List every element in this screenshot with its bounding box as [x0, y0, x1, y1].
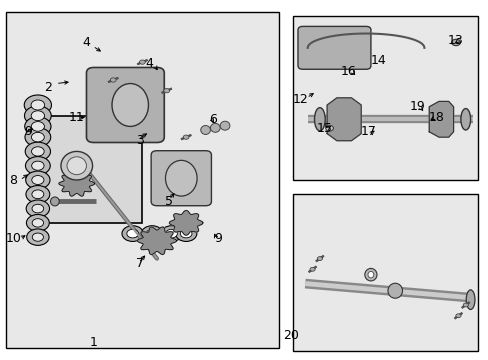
- Circle shape: [25, 128, 51, 147]
- Circle shape: [31, 147, 44, 156]
- Circle shape: [24, 106, 51, 126]
- Text: 2: 2: [43, 81, 51, 94]
- Ellipse shape: [325, 125, 333, 131]
- Circle shape: [26, 185, 50, 203]
- Circle shape: [25, 157, 50, 175]
- Circle shape: [165, 229, 177, 238]
- Text: 17: 17: [360, 125, 376, 138]
- Ellipse shape: [387, 283, 402, 298]
- Ellipse shape: [67, 157, 86, 175]
- Circle shape: [146, 229, 158, 238]
- Bar: [6, 12, 278, 348]
- Circle shape: [31, 122, 44, 131]
- Ellipse shape: [112, 84, 148, 126]
- Circle shape: [26, 200, 49, 217]
- Circle shape: [31, 100, 44, 110]
- Circle shape: [110, 78, 116, 82]
- Ellipse shape: [451, 39, 459, 46]
- Text: 9: 9: [213, 233, 221, 246]
- Circle shape: [163, 89, 169, 93]
- Circle shape: [26, 171, 50, 189]
- Circle shape: [32, 176, 44, 184]
- Circle shape: [32, 161, 44, 170]
- Ellipse shape: [314, 108, 325, 131]
- Text: 14: 14: [369, 54, 386, 67]
- Circle shape: [455, 314, 460, 318]
- Text: 12: 12: [292, 93, 307, 106]
- Circle shape: [27, 229, 49, 246]
- Bar: [292, 194, 477, 351]
- Circle shape: [462, 303, 468, 307]
- Circle shape: [25, 142, 50, 161]
- Bar: [40, 116, 142, 223]
- Text: 5: 5: [165, 195, 173, 208]
- Text: 8: 8: [10, 174, 18, 186]
- Polygon shape: [137, 227, 176, 255]
- Circle shape: [309, 267, 315, 271]
- Ellipse shape: [465, 290, 474, 310]
- Text: 19: 19: [408, 100, 424, 113]
- Text: 3: 3: [136, 134, 143, 147]
- Text: 9: 9: [24, 125, 32, 138]
- Circle shape: [32, 204, 43, 213]
- Circle shape: [317, 257, 322, 261]
- Text: 7: 7: [136, 257, 143, 270]
- Ellipse shape: [364, 269, 376, 281]
- Text: 10: 10: [5, 233, 21, 246]
- Text: 13: 13: [447, 34, 463, 47]
- Ellipse shape: [210, 123, 220, 132]
- Text: 15: 15: [316, 122, 332, 135]
- Circle shape: [26, 215, 49, 231]
- Circle shape: [32, 233, 43, 241]
- Circle shape: [25, 117, 51, 136]
- Text: 1: 1: [90, 336, 98, 349]
- FancyBboxPatch shape: [297, 26, 370, 69]
- Circle shape: [141, 226, 163, 242]
- Text: 18: 18: [428, 111, 444, 124]
- Bar: [292, 16, 477, 180]
- Text: 6: 6: [208, 113, 216, 126]
- Text: 4: 4: [145, 57, 153, 71]
- Circle shape: [32, 190, 44, 199]
- Circle shape: [24, 95, 51, 115]
- Circle shape: [161, 226, 182, 242]
- FancyBboxPatch shape: [151, 151, 211, 206]
- Circle shape: [126, 229, 138, 238]
- Ellipse shape: [460, 109, 469, 130]
- Text: 4: 4: [82, 36, 90, 49]
- Ellipse shape: [61, 152, 92, 180]
- Text: 16: 16: [341, 64, 356, 77]
- Circle shape: [122, 226, 143, 242]
- Ellipse shape: [50, 197, 59, 206]
- Ellipse shape: [367, 271, 373, 278]
- Circle shape: [180, 229, 192, 238]
- FancyBboxPatch shape: [86, 67, 164, 143]
- Ellipse shape: [220, 121, 229, 130]
- Circle shape: [183, 135, 189, 139]
- Circle shape: [31, 132, 44, 142]
- Circle shape: [31, 111, 44, 121]
- Polygon shape: [169, 211, 203, 235]
- Circle shape: [175, 226, 197, 242]
- Polygon shape: [428, 102, 453, 137]
- Text: 20: 20: [282, 329, 298, 342]
- Polygon shape: [59, 171, 95, 196]
- Polygon shape: [326, 98, 361, 141]
- Ellipse shape: [165, 160, 197, 196]
- Circle shape: [32, 219, 43, 227]
- Circle shape: [139, 60, 145, 64]
- Ellipse shape: [201, 126, 210, 134]
- Text: 11: 11: [69, 111, 84, 124]
